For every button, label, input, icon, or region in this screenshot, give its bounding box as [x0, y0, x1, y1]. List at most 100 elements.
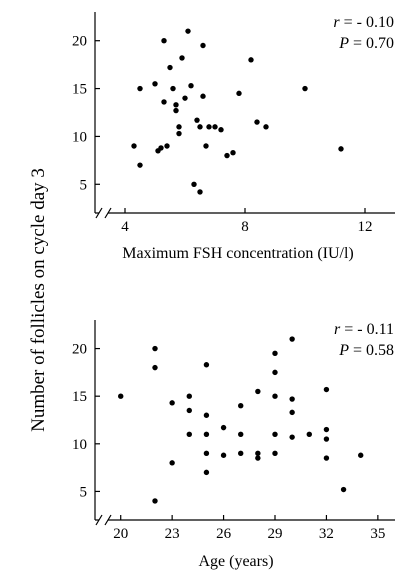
- age-data-point: [220, 424, 227, 431]
- age-y-tick-label: 5: [80, 484, 88, 500]
- shared-y-axis-label: Number of follicles on cycle day 3: [28, 168, 49, 432]
- fsh-data-point: [263, 124, 269, 130]
- fsh-x-tick-label: 8: [241, 219, 249, 235]
- r-value: = - 0.11: [340, 321, 394, 338]
- p-value: = 0.58: [349, 342, 394, 359]
- fsh-data-point: [191, 181, 197, 187]
- age-data-point: [272, 431, 278, 437]
- fsh-data-point: [338, 146, 344, 152]
- fsh-data-point: [152, 81, 158, 87]
- age-data-point: [289, 396, 295, 402]
- age-data-point: [220, 452, 227, 458]
- age-data-point: [203, 431, 210, 437]
- fsh-data-point: [170, 85, 176, 92]
- age-x-tick-label: 29: [268, 526, 283, 542]
- fsh-y-tick-label: 15: [72, 82, 87, 98]
- fsh-data-point: [173, 107, 179, 114]
- age-data-point: [186, 407, 192, 414]
- fsh-data-point: [185, 28, 191, 34]
- age-data-point: [238, 403, 244, 409]
- age-scatter-panel: r = - 0.11 P = 0.58 Age (years) 5 10 15 20 2…: [72, 320, 395, 570]
- age-y-tick-label: 10: [72, 437, 87, 453]
- fsh-x-tick-label: 4: [121, 219, 129, 235]
- fsh-data-point: [236, 90, 242, 97]
- age-data-point: [289, 336, 295, 342]
- age-data-point: [272, 369, 278, 376]
- age-data-point: [118, 393, 124, 399]
- fsh-data-point: [224, 152, 230, 159]
- age-data-point: [323, 436, 330, 442]
- age-data-point: [323, 455, 330, 461]
- age-y-tick-label: 20: [72, 342, 87, 358]
- p-value: = 0.70: [349, 35, 394, 52]
- age-data-point: [272, 350, 278, 357]
- fsh-data-point: [197, 124, 203, 130]
- age-data-point: [238, 450, 244, 457]
- age-data-point: [289, 434, 295, 440]
- fsh-data-point: [167, 64, 173, 71]
- fsh-data-point: [176, 130, 182, 137]
- age-x-tick-label: 23: [165, 526, 180, 542]
- p-symbol: P: [338, 35, 349, 52]
- age-correlation-stat: r = - 0.11: [334, 321, 394, 338]
- age-data-point: [186, 431, 192, 437]
- age-data-point: [152, 498, 158, 504]
- age-data-point: [186, 393, 192, 399]
- p-symbol: P: [338, 342, 349, 359]
- fsh-data-point: [137, 162, 143, 168]
- age-x-axis-label: Age (years): [198, 553, 273, 570]
- age-y-tick-label: 15: [72, 389, 87, 405]
- fsh-data-point: [248, 57, 254, 63]
- fsh-data-point: [188, 83, 194, 89]
- age-data-point: [238, 431, 244, 437]
- age-data-point: [255, 388, 261, 395]
- fsh-data-point: [218, 127, 224, 133]
- age-data-point: [152, 345, 158, 352]
- age-data-point: [169, 460, 175, 466]
- fsh-data-point: [137, 85, 143, 92]
- fsh-data-point: [161, 38, 167, 44]
- r-value: = - 0.10: [340, 14, 394, 31]
- age-data-point: [323, 386, 330, 393]
- fsh-x-axis-label: Maximum FSH concentration (IU/l): [122, 245, 354, 262]
- r-symbol: r: [334, 321, 341, 338]
- fsh-data-point: [179, 55, 185, 61]
- fsh-y-tick-label: 20: [72, 34, 87, 50]
- age-data-point: [255, 455, 261, 461]
- age-axis-break: [95, 514, 112, 526]
- age-data-point: [358, 452, 364, 458]
- age-x-tick-label: 35: [370, 526, 385, 542]
- fsh-data-point: [182, 95, 188, 101]
- age-x-tick-label: 26: [216, 526, 232, 542]
- fsh-data-point: [206, 124, 212, 130]
- r-symbol: r: [333, 14, 340, 31]
- age-x-tick-label: 20: [113, 526, 128, 542]
- age-data-point: [203, 412, 210, 418]
- fsh-data-point: [200, 42, 206, 49]
- fsh-correlation-stat: r = - 0.10: [333, 14, 394, 31]
- fsh-data-point: [176, 124, 182, 130]
- fsh-data-point: [254, 119, 260, 125]
- age-data-point: [272, 450, 278, 457]
- age-data-point: [340, 486, 347, 493]
- age-x-tick-label: 32: [319, 526, 334, 542]
- fsh-data-point: [230, 150, 236, 156]
- fsh-scatter-panel: r = - 0.10 P = 0.70 Maximum FSH concentr…: [72, 12, 395, 262]
- age-data-point: [272, 393, 278, 399]
- age-data-point: [203, 469, 210, 476]
- age-data-point: [169, 400, 175, 406]
- fsh-data-point: [302, 85, 308, 92]
- fsh-data-point: [161, 99, 167, 105]
- age-data-point: [306, 431, 312, 437]
- fsh-data-point: [212, 124, 218, 130]
- age-data-point: [323, 426, 330, 433]
- age-p-value-stat: P = 0.58: [338, 342, 394, 359]
- age-data-point: [255, 450, 261, 457]
- fsh-data-point: [197, 189, 203, 195]
- age-data-point: [203, 450, 210, 457]
- age-data-point: [289, 409, 295, 416]
- fsh-data-point: [203, 143, 209, 149]
- fsh-y-tick-label: 5: [80, 177, 88, 193]
- age-data-point: [152, 364, 158, 371]
